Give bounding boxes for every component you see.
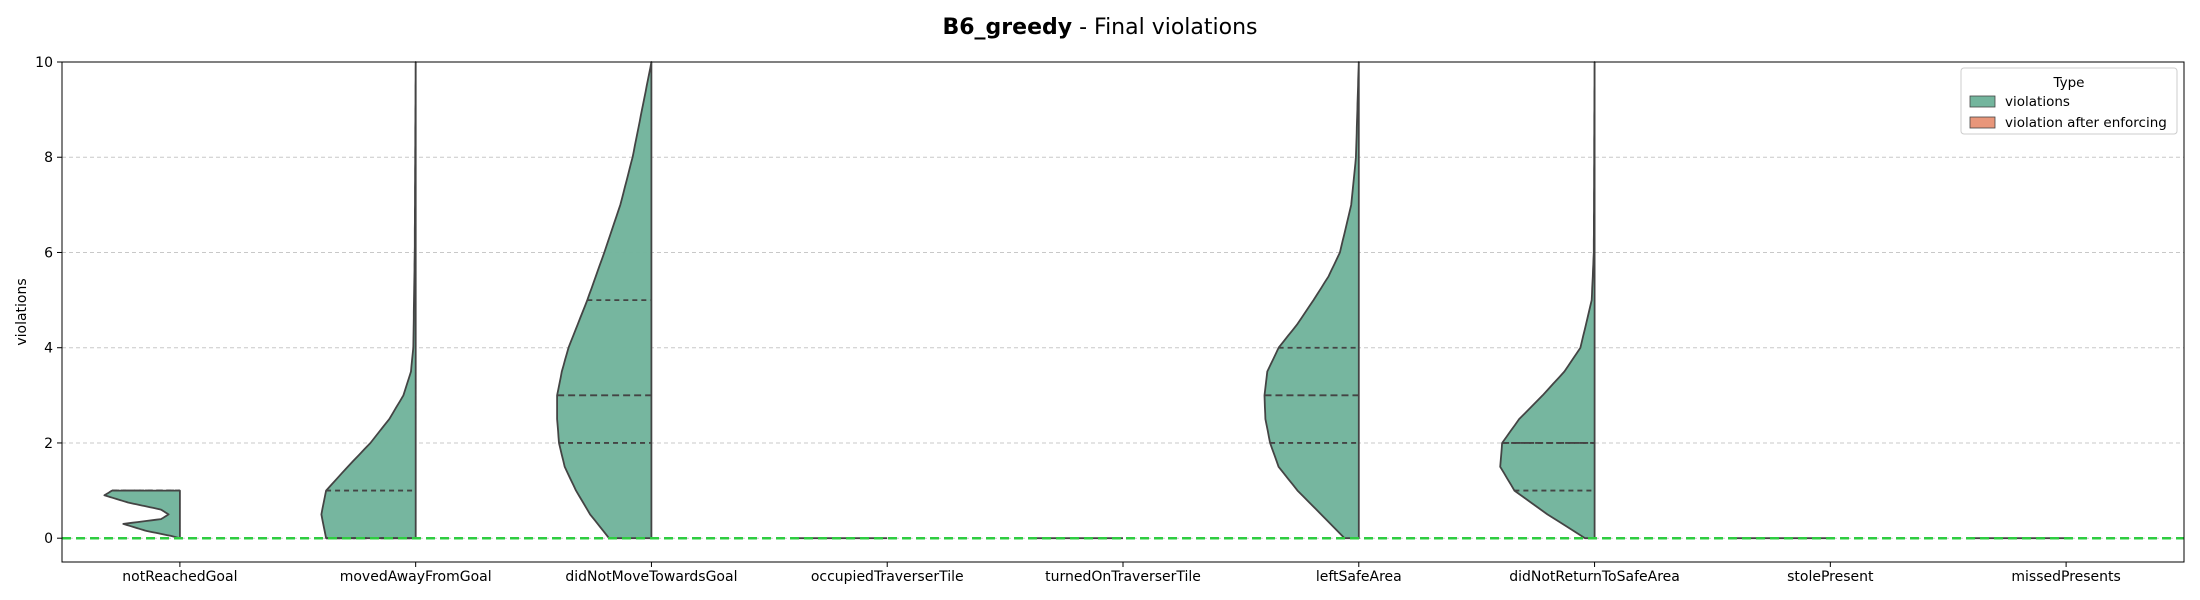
violin-moved-away-from-goal [320,61,417,540]
legend-swatch-violation-after-enforcing [1969,116,1996,129]
legend-box [1960,67,2178,135]
y-tick-label: 8 [44,150,53,166]
x-tick-label-stole-present: stolePresent [1787,569,1874,585]
x-tick-label-occupied-traverser-tile: occupiedTraverserTile [811,569,964,585]
legend-swatch-violations [1969,95,1996,108]
legend: Type violations violation after enforcin… [1960,67,2178,135]
legend-label-violation-after-enforcing: violation after enforcing [2005,115,2167,131]
violin-not-reached-goal [103,489,181,540]
x-tick-label-not-reached-goal: notReachedGoal [122,569,237,585]
y-axis: 0 2 4 6 8 10 [35,55,62,547]
violin-left-safe-area [1263,61,1360,540]
y-axis-label: violations [14,278,30,345]
y-tick-label: 4 [44,341,53,357]
chart-title: B6_greedy - Final violations [942,15,1257,40]
chart-title-bold: B6_greedy [942,15,1072,40]
x-tick-label-moved-away-from-goal: movedAwayFromGoal [340,569,492,585]
y-tick-label: 10 [35,55,53,71]
x-tick-label-did-not-move-towards-goal: didNotMoveTowardsGoal [565,569,737,585]
legend-title: Type [2052,75,2084,91]
y-tick-label: 2 [44,436,53,452]
y-tick-label: 0 [44,531,53,547]
chart-title-rest: - Final violations [1072,15,1257,40]
x-tick-label-did-not-return-to-safe-area: didNotReturnToSafeArea [1509,569,1680,585]
legend-label-violations: violations [2005,94,2070,110]
violin-did-not-move-towards-goal [556,61,653,540]
y-tick-label: 6 [44,245,53,261]
x-tick-label-missed-presents: missedPresents [2011,569,2120,585]
x-tick-label-turned-on-traverser-tile: turnedOnTraverserTile [1045,569,1201,585]
x-axis: notReachedGoal movedAwayFromGoal didNotMov… [122,562,2121,585]
violin-did-not-return-to-safe-area [1499,61,1596,540]
x-tick-label-left-safe-area: leftSafeArea [1316,569,1402,585]
